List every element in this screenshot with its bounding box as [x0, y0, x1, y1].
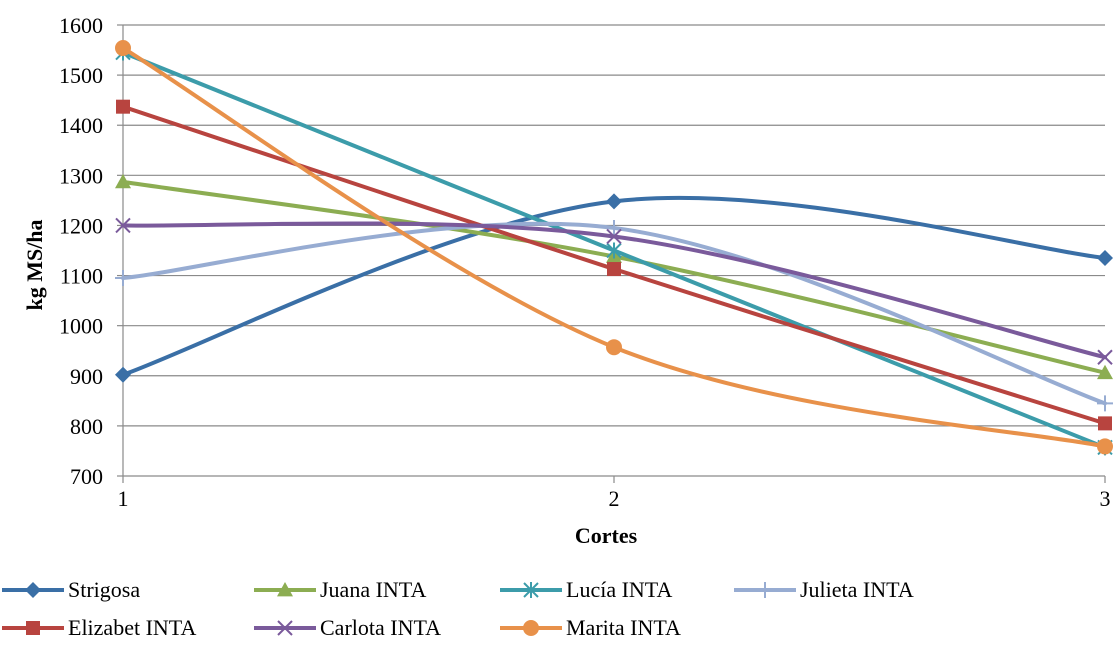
- data-point: [115, 40, 131, 57]
- y-axis-title: kg MS/ha: [22, 219, 47, 310]
- series-julieta-inta: [115, 219, 1113, 412]
- legend-swatch: [734, 582, 796, 598]
- legend-label: Lucía INTA: [566, 577, 673, 602]
- data-point: [115, 217, 131, 234]
- legend-marker: [523, 582, 539, 598]
- legend-label: Julieta INTA: [800, 577, 914, 602]
- legend-swatch: [2, 582, 64, 598]
- data-point: [1097, 349, 1113, 365]
- y-tick-label: 1300: [59, 163, 103, 188]
- series-marita-inta: [115, 40, 1113, 455]
- legend-label: Marita INTA: [566, 615, 681, 640]
- data-point: [115, 173, 131, 189]
- legend-label: Strigosa: [68, 577, 141, 602]
- data-point: [607, 262, 621, 277]
- y-tick-label: 1600: [59, 13, 103, 38]
- legend-swatch: [254, 620, 316, 636]
- data-point: [606, 228, 622, 245]
- data-point: [115, 270, 131, 287]
- x-axis-title: Cortes: [575, 523, 638, 548]
- series-lucía-inta: [115, 44, 1113, 456]
- legend-swatch: [500, 620, 562, 636]
- data-point: [1097, 395, 1113, 412]
- x-tick-label: 2: [609, 486, 620, 511]
- data-point: [1097, 250, 1113, 267]
- y-tick-label: 1100: [60, 264, 103, 289]
- legend-swatch: [500, 582, 562, 598]
- y-tick-label: 800: [70, 414, 103, 439]
- legend-item: Juana INTA: [252, 572, 426, 608]
- tick-labels: 700 800 900 1000 1100 1200 1300 1400 1500 1600 1 2 3: [59, 13, 1111, 511]
- data-point: [1098, 416, 1112, 431]
- legend-label: Elizabet INTA: [68, 615, 197, 640]
- y-tick-label: 700: [70, 464, 103, 489]
- legend-swatch: [2, 621, 64, 635]
- y-tick-label: 1200: [59, 213, 103, 238]
- legend-marker: [523, 620, 539, 636]
- legend-marker: [26, 621, 40, 635]
- series-layer: [115, 40, 1113, 456]
- data-point: [606, 193, 622, 210]
- y-tick-label: 900: [70, 364, 103, 389]
- series-elizabet-inta: [116, 99, 1112, 431]
- legend-marker: [757, 582, 773, 598]
- legend-marker: [277, 620, 293, 636]
- legend-item: Carlota INTA: [252, 610, 441, 646]
- legend-label: Juana INTA: [320, 577, 427, 602]
- legend-marker: [25, 582, 41, 598]
- data-point: [606, 242, 622, 259]
- data-point: [1097, 438, 1113, 455]
- y-tick-label: 1400: [59, 113, 103, 138]
- legend: Strigosa Juana INTA Lucía INTA Julieta INTA…: [0, 572, 1114, 651]
- data-point: [1097, 364, 1113, 380]
- data-point: [115, 366, 131, 383]
- data-point: [116, 99, 130, 114]
- legend-item: Marita INTA: [498, 610, 681, 646]
- legend-item: Lucía INTA: [498, 572, 672, 608]
- legend-item: Julieta INTA: [732, 572, 914, 608]
- data-point: [606, 339, 622, 356]
- x-tick-label: 1: [118, 486, 129, 511]
- legend-label: Carlota INTA: [320, 615, 442, 640]
- data-point: [606, 219, 622, 236]
- legend-marker: [277, 582, 293, 597]
- y-tick-label: 1000: [59, 314, 103, 339]
- y-tick-label: 1500: [59, 63, 103, 88]
- x-tick-label: 3: [1100, 486, 1111, 511]
- series-strigosa: [115, 193, 1113, 383]
- legend-item: Elizabet INTA: [0, 610, 196, 646]
- legend-item: Strigosa: [0, 572, 140, 608]
- series-carlota-inta: [115, 217, 1113, 365]
- legend-swatch: [254, 582, 316, 597]
